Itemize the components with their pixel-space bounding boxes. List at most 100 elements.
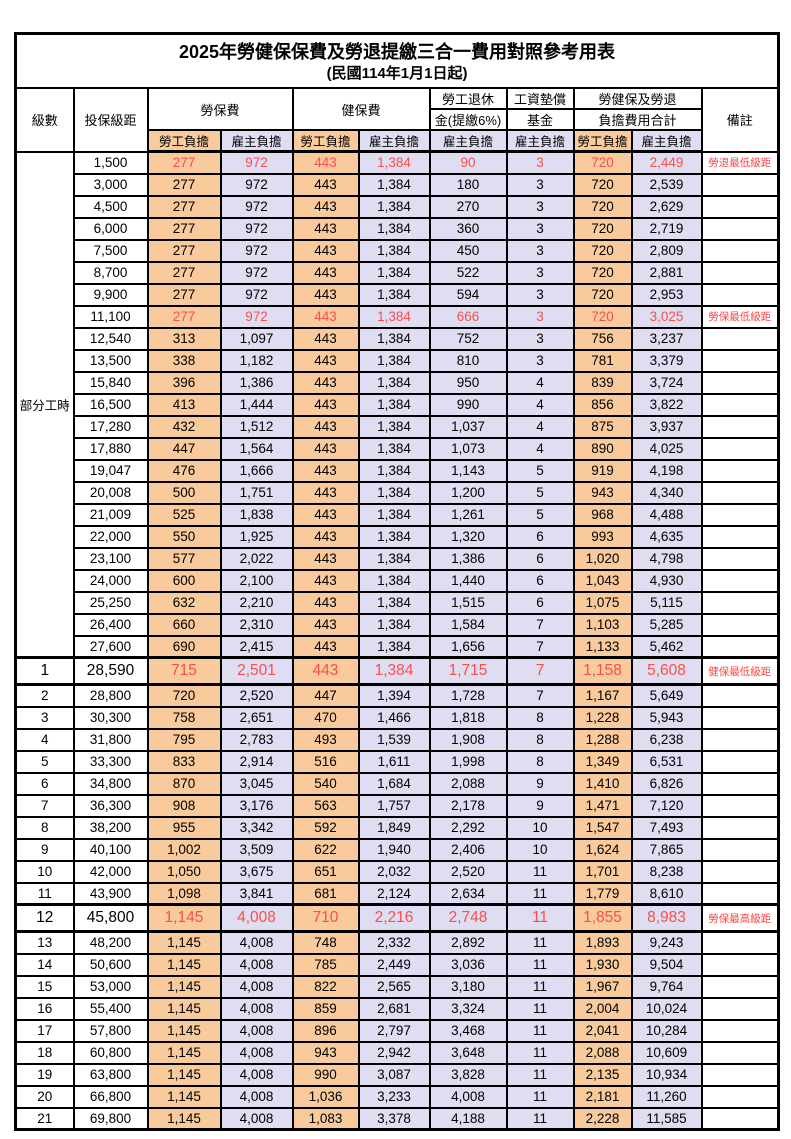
header-health-employee: 勞工負擔 bbox=[291, 129, 360, 153]
value-cell: 1,384 bbox=[357, 370, 431, 395]
value-cell: 943 bbox=[572, 480, 633, 505]
value-cell: 360 bbox=[428, 216, 508, 241]
value-cell: 90 bbox=[428, 150, 508, 175]
value-cell: 443 bbox=[291, 612, 360, 637]
remark-cell bbox=[700, 705, 780, 730]
value-cell: 11 bbox=[505, 1084, 575, 1109]
value-cell: 5 bbox=[505, 502, 575, 527]
value-cell: 277 bbox=[146, 282, 222, 307]
value-cell: 2,124 bbox=[357, 881, 431, 906]
value-cell: 5,608 bbox=[630, 656, 703, 686]
bracket-cell: 24,000 bbox=[72, 568, 149, 593]
value-cell: 1,384 bbox=[357, 612, 431, 637]
value-cell: 11 bbox=[505, 952, 575, 977]
table-row: 13,500 338 1,182 443 1,384 810 3 781 3,379 bbox=[16, 348, 780, 373]
value-cell: 1,908 bbox=[428, 727, 508, 752]
value-cell: 822 bbox=[291, 974, 360, 999]
remark-cell bbox=[700, 194, 780, 219]
value-cell: 748 bbox=[291, 930, 360, 955]
value-cell: 8,610 bbox=[630, 881, 703, 906]
value-cell: 1,182 bbox=[219, 348, 294, 373]
value-cell: 493 bbox=[291, 727, 360, 752]
value-cell: 972 bbox=[219, 216, 294, 241]
value-cell: 4,798 bbox=[630, 546, 703, 571]
value-cell: 4,488 bbox=[630, 502, 703, 527]
value-cell: 2,449 bbox=[357, 952, 431, 977]
table-row: 4,500 277 972 443 1,384 270 3 720 2,629 bbox=[16, 194, 780, 219]
remark-cell bbox=[700, 634, 780, 659]
remark-cell bbox=[700, 996, 780, 1021]
bracket-cell: 17,880 bbox=[72, 436, 149, 461]
value-cell: 3 bbox=[505, 260, 575, 285]
table-body: 部分工時 1,500 277 972 443 1,384 90 3 720 2,449 勞退最低級距… bbox=[14, 150, 780, 1131]
value-cell: 4,008 bbox=[219, 903, 294, 933]
table-row: 16 55,400 1,145 4,008 859 2,681 3,324 11 2,004 10… bbox=[14, 996, 780, 1021]
value-cell: 277 bbox=[146, 172, 222, 197]
value-cell: 4,025 bbox=[630, 436, 703, 461]
value-cell: 1,384 bbox=[357, 172, 431, 197]
value-cell: 2,135 bbox=[572, 1062, 633, 1087]
level-cell: 7 bbox=[14, 793, 75, 818]
value-cell: 955 bbox=[146, 815, 222, 840]
header-wage-fund-line1: 工資墊償 bbox=[505, 87, 575, 110]
bracket-cell: 12,540 bbox=[72, 326, 149, 351]
value-cell: 9,764 bbox=[630, 974, 703, 999]
remark-cell bbox=[700, 326, 780, 351]
value-cell: 1,666 bbox=[219, 458, 294, 483]
value-cell: 3,675 bbox=[219, 859, 294, 884]
value-cell: 781 bbox=[572, 348, 633, 373]
table-row: 部分工時 1,500 277 972 443 1,384 90 3 720 2,449 勞退最低級距 bbox=[14, 150, 780, 659]
value-cell: 443 bbox=[291, 304, 360, 329]
value-cell: 443 bbox=[291, 656, 360, 686]
value-cell: 7,493 bbox=[630, 815, 703, 840]
value-cell: 2,539 bbox=[630, 172, 703, 197]
value-cell: 1,728 bbox=[428, 683, 508, 708]
value-cell: 1,384 bbox=[357, 194, 431, 219]
value-cell: 1,020 bbox=[572, 546, 633, 571]
value-cell: 443 bbox=[291, 458, 360, 483]
value-cell: 277 bbox=[146, 216, 222, 241]
table-row: 20 66,800 1,145 4,008 1,036 3,233 4,008 11 2,181… bbox=[14, 1084, 780, 1109]
value-cell: 4 bbox=[505, 392, 575, 417]
value-cell: 500 bbox=[146, 480, 222, 505]
bracket-cell: 34,800 bbox=[72, 771, 149, 796]
value-cell: 2,178 bbox=[428, 793, 508, 818]
value-cell: 1,384 bbox=[357, 502, 431, 527]
value-cell: 1,701 bbox=[572, 859, 633, 884]
value-cell: 3,045 bbox=[219, 771, 294, 796]
value-cell: 1,145 bbox=[146, 1084, 222, 1109]
value-cell: 4,008 bbox=[219, 1040, 294, 1065]
value-cell: 443 bbox=[291, 568, 360, 593]
value-cell: 550 bbox=[146, 524, 222, 549]
value-cell: 3,176 bbox=[219, 793, 294, 818]
value-cell: 2,100 bbox=[219, 568, 294, 593]
value-cell: 752 bbox=[428, 326, 508, 351]
level-cell: 3 bbox=[14, 705, 75, 730]
value-cell: 9 bbox=[505, 771, 575, 796]
value-cell: 4 bbox=[505, 414, 575, 439]
value-cell: 1,547 bbox=[572, 815, 633, 840]
value-cell: 720 bbox=[572, 194, 633, 219]
value-cell: 540 bbox=[291, 771, 360, 796]
table-row: 7,500 277 972 443 1,384 450 3 720 2,809 bbox=[16, 238, 780, 263]
value-cell: 993 bbox=[572, 524, 633, 549]
remark-cell bbox=[700, 952, 780, 977]
bracket-cell: 3,000 bbox=[72, 172, 149, 197]
value-cell: 3 bbox=[505, 194, 575, 219]
remark-cell: 勞保最低級距 bbox=[700, 304, 780, 329]
value-cell: 1,097 bbox=[219, 326, 294, 351]
remark-cell bbox=[700, 683, 780, 708]
table-row: 21 69,800 1,145 4,008 1,083 3,378 4,188 11 2,228… bbox=[14, 1106, 780, 1131]
value-cell: 443 bbox=[291, 150, 360, 175]
bracket-cell: 53,000 bbox=[72, 974, 149, 999]
value-cell: 277 bbox=[146, 260, 222, 285]
table-row: 8 38,200 955 3,342 592 1,849 2,292 10 1,547 7,493 bbox=[14, 815, 780, 840]
table-row: 19 63,800 1,145 4,008 990 3,087 3,828 11 2,135 10… bbox=[14, 1062, 780, 1087]
level-group-cell: 部分工時 bbox=[14, 150, 75, 659]
value-cell: 785 bbox=[291, 952, 360, 977]
bracket-cell: 9,900 bbox=[72, 282, 149, 307]
bracket-cell: 28,800 bbox=[72, 683, 149, 708]
value-cell: 1,611 bbox=[357, 749, 431, 774]
value-cell: 1,998 bbox=[428, 749, 508, 774]
